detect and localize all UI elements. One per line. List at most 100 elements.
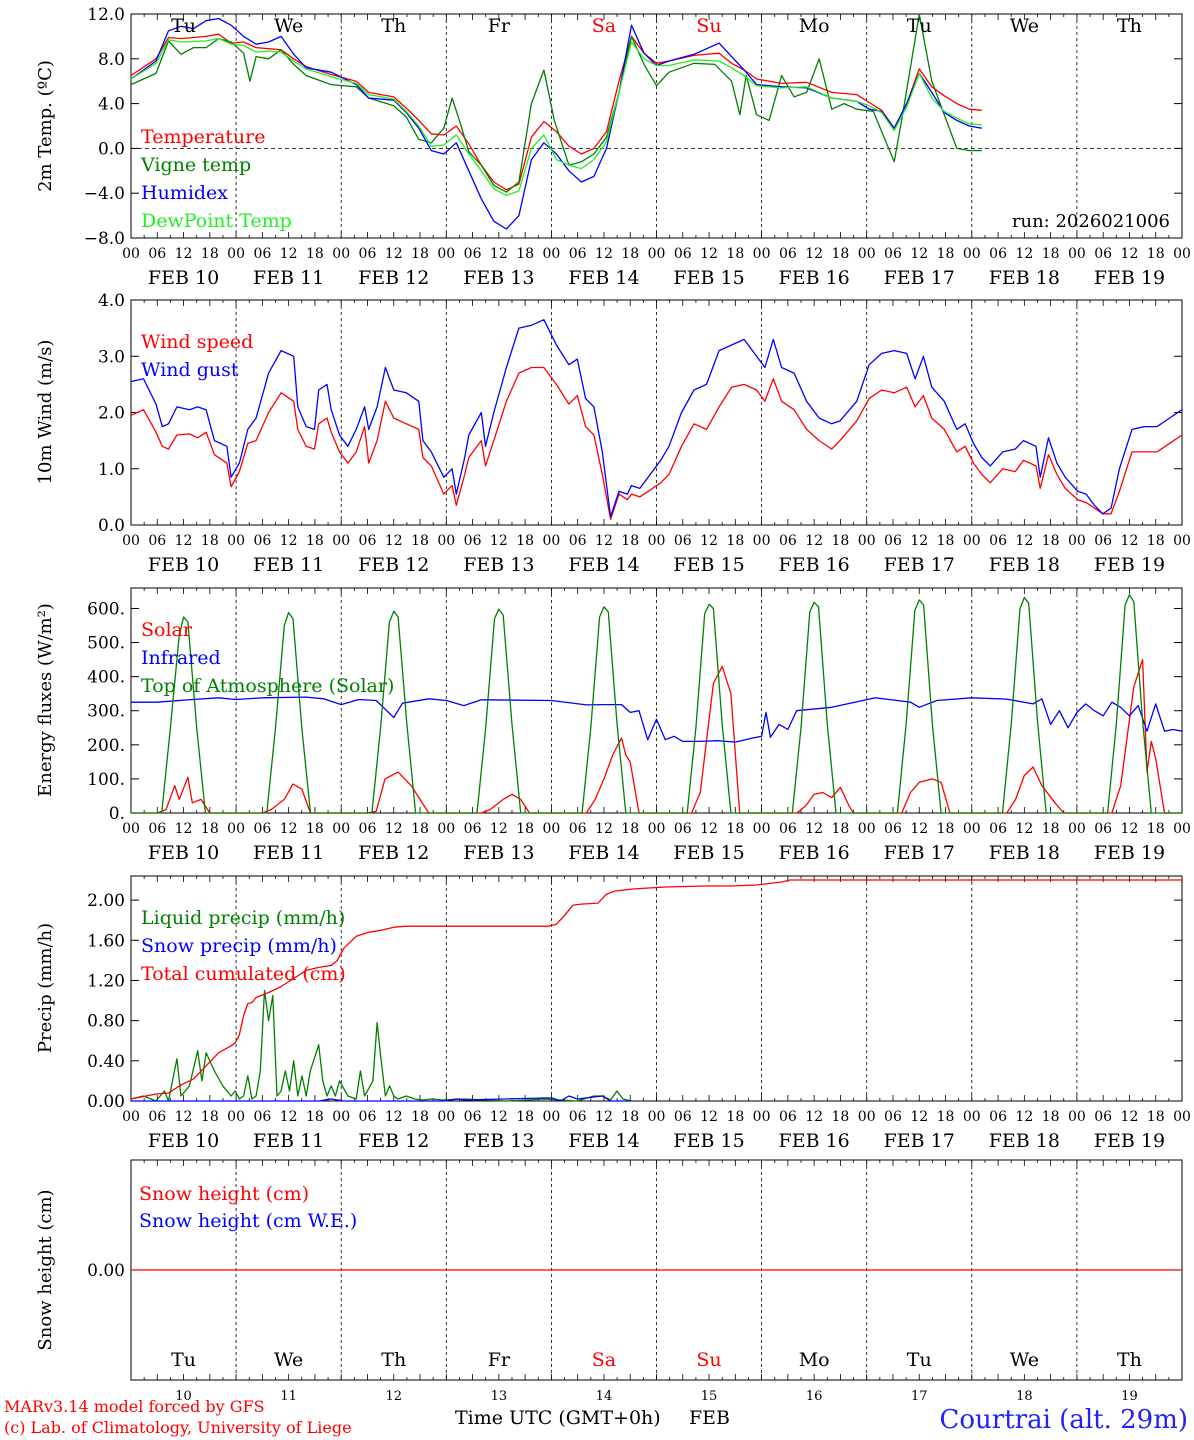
y-tick-label: 0.00 [87,1261,125,1281]
y-tick-label: 8.0 [98,50,125,70]
hour-label: 18 [1042,821,1060,837]
hour-label: 00 [437,246,455,262]
hour-label: 18 [201,246,219,262]
hour-label: 18 [832,821,850,837]
hour-label: 00 [437,533,455,549]
hour-label: 06 [779,533,797,549]
month-label: FEB [689,1407,730,1429]
day-name: Tu [171,1349,196,1371]
panel-temp: −8.0 −4.0 0.0 4.0 8.0 12.0 2m Temp. (ºC) Temper… [35,5,1191,289]
hour-label: 12 [385,246,403,262]
hour-label: 06 [464,1109,482,1125]
hour-label: 12 [385,1109,403,1125]
hour-label: 18 [726,821,744,837]
hour-label: 12 [385,533,403,549]
hour-label: 00 [227,821,245,837]
hour-label: 00 [332,246,350,262]
date-label: FEB 15 [673,554,744,576]
legend-entry: Wind speed [141,331,253,353]
date-label: FEB 12 [358,554,429,576]
hour-label: 06 [674,821,692,837]
hour-label: 12 [175,533,193,549]
hour-label: 18 [411,821,429,837]
y-tick-label: 300. [87,702,125,722]
hour-label: 18 [201,533,219,549]
day-number: 18 [1016,1389,1033,1404]
date-label: FEB 19 [1094,842,1165,864]
hour-label: 12 [910,1109,928,1125]
hour-label: 12 [280,246,298,262]
hour-label: 12 [1015,1109,1033,1125]
y-tick-label: 12.0 [87,5,125,25]
hour-label: 12 [805,821,823,837]
run-label: run: 2026021006 [1012,211,1170,232]
hour-label: 00 [858,821,876,837]
hour-label: 06 [989,246,1007,262]
hour-label: 06 [779,246,797,262]
hour-label: 00 [437,821,455,837]
hour-label: 18 [937,246,955,262]
hour-label: 06 [253,821,271,837]
hour-label: 06 [464,533,482,549]
y-axis-label: 10m Wind (m/s) [35,340,56,485]
hour-label: 00 [1068,246,1086,262]
y-tick-label: 100. [87,770,125,790]
legend-entry: Humidex [141,182,228,204]
date-label: FEB 15 [673,1130,744,1152]
hour-label: 18 [621,821,639,837]
hour-label: 00 [648,821,666,837]
y-tick-label: 4.0 [98,95,125,115]
y-axis-label: Snow height (cm) [35,1189,56,1350]
hour-label: 12 [805,1109,823,1125]
plot-frame [130,299,1183,526]
date-label: FEB 15 [673,267,744,289]
y-tick-label: 600. [87,599,125,619]
hour-label: 18 [726,533,744,549]
legend-entry: Top of Atmosphere (Solar) [141,675,394,697]
hour-label: 12 [700,1109,718,1125]
date-label: FEB 17 [884,1130,955,1152]
date-label: FEB 11 [253,267,324,289]
hour-label: 00 [1173,821,1191,837]
hour-label: 18 [1147,533,1165,549]
date-label: FEB 17 [884,842,955,864]
y-tick-label: 2.0 [98,404,125,424]
date-label: FEB 13 [463,554,534,576]
y-tick-label: 3.0 [98,347,125,367]
hour-label: 18 [937,533,955,549]
hour-label: 06 [884,533,902,549]
hour-label: 12 [910,246,928,262]
y-tick-label: 500. [87,634,125,654]
day-name: Th [381,1349,406,1371]
hour-label: 06 [253,1109,271,1125]
hour-label: 00 [753,821,771,837]
hour-label: 00 [1173,246,1191,262]
hour-label: 12 [1015,533,1033,549]
hour-label: 18 [937,1109,955,1125]
legend-entry: DewPoint Temp [141,210,292,232]
day-name: Tu [907,15,932,37]
hour-label: 00 [858,246,876,262]
y-tick-label: 0. [109,804,125,824]
hour-label: 18 [516,821,534,837]
panel-wind: 0.0 1.0 2.0 3.0 4.0 10m Wind (m/s) Wind speed W… [35,291,1191,576]
hour-label: 12 [595,533,613,549]
day-name: We [274,15,303,37]
date-label: FEB 12 [358,842,429,864]
hour-label: 00 [648,1109,666,1125]
series-line-humidex [130,17,982,230]
date-label: FEB 14 [568,1130,639,1152]
day-name: Th [1117,15,1142,37]
hour-label: 18 [621,1109,639,1125]
hour-label: 00 [963,533,981,549]
hour-label: 00 [542,246,560,262]
y-tick-label: 0.00 [87,1092,125,1112]
date-label: FEB 13 [463,1130,534,1152]
hour-label: 00 [227,1109,245,1125]
location-label: Courtrai (alt. 29m) [940,1405,1189,1435]
hour-label: 06 [359,533,377,549]
y-tick-label: 4.0 [98,291,125,311]
hour-label: 06 [253,246,271,262]
hour-label: 00 [332,821,350,837]
date-label: FEB 19 [1094,554,1165,576]
